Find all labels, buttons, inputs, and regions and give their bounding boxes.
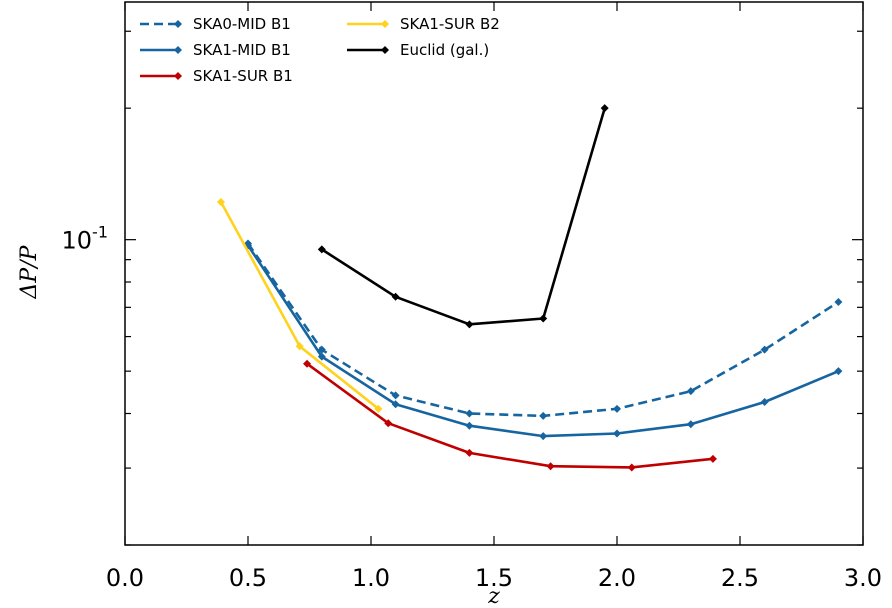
data-point: [546, 462, 555, 471]
data-point: [760, 397, 769, 406]
data-point: [391, 391, 400, 400]
data-point: [317, 245, 326, 254]
data-point: [627, 463, 636, 472]
data-point: [391, 292, 400, 301]
x-tick-label: 2.0: [598, 564, 636, 592]
legend-label: SKA0-MID B1: [193, 15, 291, 33]
legend-marker: [381, 46, 389, 54]
data-point: [465, 448, 474, 457]
legend-item: SKA1-SUR B1: [140, 67, 293, 85]
legend: SKA0-MID B1 SKA1-MID B1 SKA1-SUR B1 SKA1-SU…: [140, 15, 500, 85]
x-tick-label: 1.0: [352, 564, 390, 592]
data-point: [465, 409, 474, 418]
y-ticks: 10-1: [62, 30, 863, 546]
data-point: [384, 419, 393, 428]
x-tick-label: 3.0: [844, 564, 882, 592]
data-point: [539, 432, 548, 441]
legend-label: SKA1-SUR B1: [193, 67, 293, 85]
y-axis-label: ΔP/P: [17, 244, 42, 299]
data-point: [613, 429, 621, 438]
y-tick-label-base: 10: [62, 227, 93, 255]
data-point: [303, 359, 312, 368]
x-ticks: 0.0 0.5 1.0 1.5 2.0 2.5 3.0: [106, 2, 882, 592]
x-tick-label: 1.5: [475, 564, 513, 592]
data-point: [317, 352, 326, 361]
x-axis-label: z: [487, 584, 500, 608]
legend-item: SKA0-MID B1: [140, 15, 291, 33]
data-point: [708, 454, 717, 463]
data-point: [465, 421, 474, 430]
series-layer: [216, 104, 843, 472]
data-point: [686, 387, 695, 396]
data-point: [834, 367, 843, 376]
data-point: [613, 404, 621, 413]
data-point: [465, 320, 474, 329]
legend-marker: [174, 46, 182, 54]
legend-item: SKA1-MID B1: [140, 41, 291, 59]
series-line: [321, 107, 606, 326]
data-point: [539, 314, 548, 323]
data-point: [391, 400, 400, 409]
series-2: [303, 359, 717, 472]
series-1: [244, 241, 843, 441]
legend-marker: [174, 72, 182, 80]
legend-label: SKA1-MID B1: [193, 41, 291, 59]
data-point: [686, 420, 695, 429]
legend-label: SKA1-SUR B2: [400, 15, 500, 33]
x-tick-label: 2.5: [721, 564, 759, 592]
legend-item: Euclid (gal.): [347, 41, 489, 59]
data-point: [216, 197, 225, 206]
legend-item: SKA1-SUR B2: [347, 15, 500, 33]
legend-marker: [381, 20, 389, 28]
series-0: [244, 239, 843, 420]
y-tick-label: 10-1: [62, 223, 109, 255]
x-tick-label: 0.5: [229, 564, 267, 592]
data-point: [539, 411, 548, 420]
series-line: [306, 362, 714, 469]
data-point: [834, 297, 843, 306]
x-tick-label: 0.0: [106, 564, 144, 592]
series-3: [216, 197, 383, 413]
data-point: [600, 104, 609, 113]
series-4: [317, 104, 609, 329]
data-point: [374, 404, 383, 413]
series-line: [246, 242, 840, 418]
y-tick-label-exponent: -1: [92, 223, 108, 242]
data-point: [760, 345, 769, 354]
series-line: [246, 244, 839, 438]
legend-label: Euclid (gal.): [400, 41, 489, 59]
legend-marker: [174, 20, 182, 28]
data-point: [295, 342, 304, 351]
